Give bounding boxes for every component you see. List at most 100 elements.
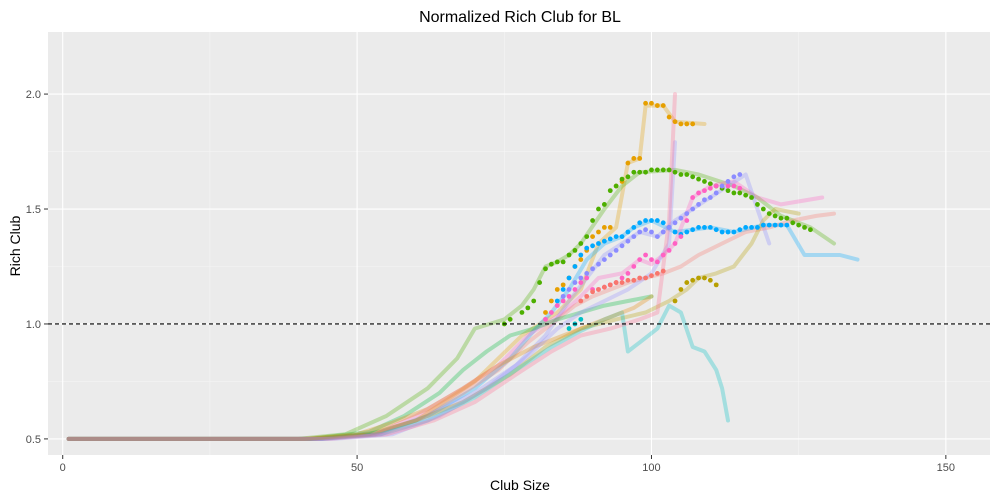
data-point-series-5 [678,215,684,221]
data-point-series-2 [601,202,607,207]
data-point-series-2 [543,266,548,272]
data-point-series-1 [560,282,566,288]
x-axis-title: Club Size [490,477,550,493]
y-axis-title: Rich Club [7,215,23,276]
data-point-series-5 [584,270,590,276]
data-point-series-3 [713,227,719,233]
x-tick-label: 0 [60,462,66,474]
data-point-series-5 [566,287,572,292]
data-point-series-6 [649,273,654,279]
data-point-series-3 [654,218,660,223]
data-point-series-4 [713,183,719,189]
x-axis-ticks: 0 50 100 150 [60,455,955,474]
data-point-series-7 [672,298,678,304]
data-point-series-2 [725,188,731,194]
data-point-series-3 [643,218,648,223]
data-point-series-6 [578,298,584,304]
x-tick-label: 100 [642,462,660,474]
data-point-series-5 [696,202,701,207]
data-point-series-2 [525,305,531,311]
data-point-series-2 [796,222,802,228]
data-point-series-2 [519,310,525,315]
data-point-series-4 [707,185,713,191]
data-point-series-1 [649,100,654,106]
data-point-series-4 [731,183,737,189]
data-point-series-1 [654,103,660,108]
data-point-series-6 [654,270,660,276]
data-point-series-2 [666,167,672,173]
data-point-series-5 [619,243,625,249]
data-point-series-4 [578,280,584,285]
data-point-series-2 [743,192,749,198]
data-point-series-2 [684,172,690,177]
data-point-series-4 [631,264,637,269]
data-point-series-4 [572,287,578,292]
data-point-series-2 [590,218,595,223]
data-point-series-5 [631,234,637,240]
series-line-8 [66,303,730,441]
data-point-series-2 [784,215,790,221]
data-point-series-4 [660,252,666,258]
data-point-series-2 [772,213,778,219]
data-point-series-8 [566,326,572,331]
data-point-series-4 [725,183,731,189]
data-point-series-1 [554,287,560,292]
data-point-series-7 [696,275,701,281]
data-point-series-3 [784,222,790,228]
data-point-series-3 [772,222,778,228]
data-point-series-7 [684,280,690,285]
data-point-series-6 [590,289,595,295]
data-point-series-2 [696,176,701,182]
data-point-series-4 [666,247,672,253]
data-point-series-2 [560,259,566,265]
series-line-10 [66,294,654,441]
data-point-series-3 [596,241,601,246]
series-line-5 [66,172,772,441]
data-point-series-7 [690,277,696,283]
data-point-series-4 [566,293,572,299]
data-point-series-3 [613,234,619,240]
data-point-series-1 [596,229,601,235]
data-point-series-2 [566,252,572,258]
data-point-series-7 [702,275,707,281]
data-point-series-6 [643,275,648,281]
data-point-series-1 [666,114,672,120]
data-point-series-2 [707,181,713,187]
y-tick-label: 1.0 [26,319,41,331]
data-point-series-6 [631,277,637,283]
plot-panel [48,32,990,455]
data-point-series-3 [607,236,613,242]
data-point-series-3 [590,243,595,249]
data-point-series-4 [554,303,560,308]
data-point-series-4 [672,241,678,246]
y-tick-label: 1.5 [26,204,41,216]
data-point-series-1 [625,160,631,166]
data-point-series-5 [672,220,678,226]
data-point-series-3 [601,238,607,244]
data-point-series-5 [578,275,584,281]
data-point-series-2 [808,227,813,233]
data-point-series-2 [613,183,619,189]
data-point-series-4 [696,190,701,196]
data-point-series-1 [660,103,666,108]
data-point-series-3 [719,229,725,235]
data-point-series-2 [778,215,784,221]
data-point-series-6 [637,275,643,281]
data-point-series-3 [566,275,572,281]
data-point-series-2 [678,172,684,177]
data-point-series-1 [643,100,648,106]
data-point-series-2 [537,280,543,285]
data-point-series-7 [678,287,684,292]
data-point-series-2 [584,234,590,240]
data-point-series-2 [760,206,766,212]
data-point-series-2 [654,167,660,173]
data-point-series-1 [672,119,678,125]
y-tick-label: 0.5 [26,434,41,446]
data-point-series-4 [684,218,690,223]
series-line-1 [66,103,707,441]
data-point-series-1 [543,310,548,315]
data-point-series-5 [572,280,578,285]
data-point-series-5 [737,172,743,177]
data-point-series-3 [578,252,584,258]
data-point-series-1 [578,257,584,262]
